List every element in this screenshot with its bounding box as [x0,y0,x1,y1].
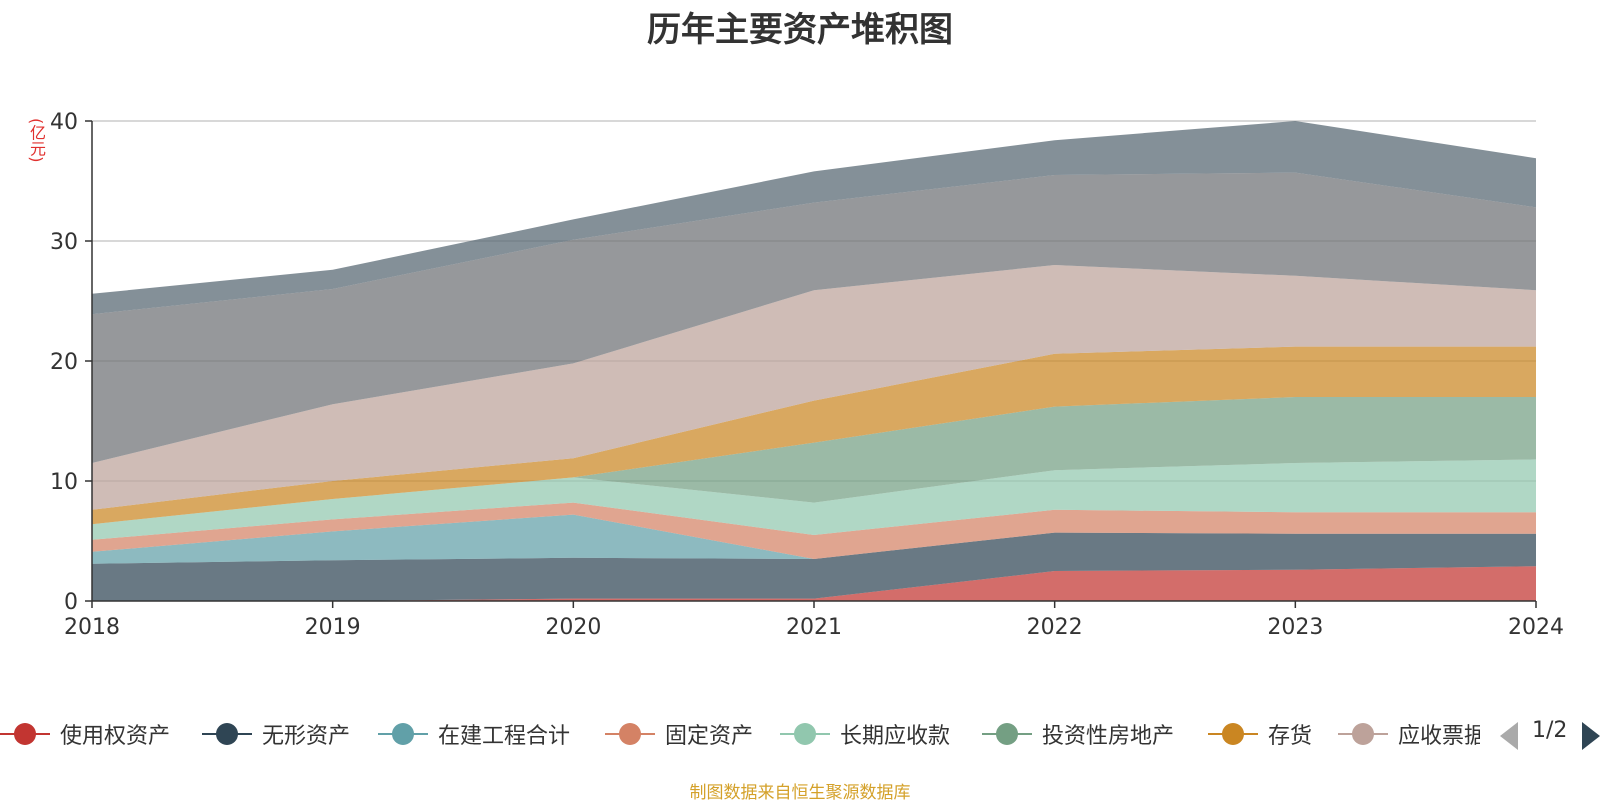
legend-next-page-icon[interactable] [1582,722,1600,750]
legend-label: 长期应收款 [840,724,951,749]
legend-prev-page-icon[interactable] [1500,722,1518,750]
legend-marker-icon [378,716,428,752]
x-tick-label-2: 2020 [545,615,601,640]
series-area-7[interactable] [92,265,1536,510]
legend-label: 无形资产 [262,724,351,749]
legend-item-7[interactable]: 应收票据及应收账款 [1338,716,1480,752]
data-source-note: 制图数据来自恒生聚源数据库 [689,783,911,803]
x-tick-label-1: 2019 [305,615,361,640]
legend-page-indicator: 1/2 [1532,718,1568,743]
legend: 使用权资产 无形资产 在建工程合计 固定资产 长期应收款 投资性房地产 存货 应收票据及应收账… [0,716,1600,752]
legend-label: 使用权资产 [60,724,171,749]
legend-marker-icon [605,716,655,752]
series-area-2[interactable] [92,514,1536,564]
tick-labels: 0 10 20 30 40 2018 2019 2020 2021 2022 2023 2024 [50,110,1564,640]
series-area-0[interactable] [92,566,1536,601]
legend-label: 存货 [1268,724,1313,749]
series-area-3[interactable] [92,502,1536,559]
legend-item-0[interactable]: 使用权资产 [0,716,170,752]
legend-label: 投资性房地产 [1042,724,1175,749]
series-area-1[interactable] [92,532,1536,601]
y-tick-label-4: 40 [50,110,78,135]
legend-item-2[interactable]: 在建工程合计 [378,716,570,752]
x-tick-label-5: 2023 [1267,615,1323,640]
legend-marker-icon [1338,716,1388,752]
series-area-9[interactable] [92,121,1536,315]
legend-item-3[interactable]: 固定资产 [605,716,753,752]
legend-label: 在建工程合计 [438,724,571,749]
legend-pager: 1/2 [1500,716,1600,752]
x-tick-label-4: 2022 [1027,615,1083,640]
legend-label: 应收票据及应收账款 [1398,724,1480,749]
area-series-layer [92,121,1536,601]
legend-item-5[interactable]: 投资性房地产 [982,716,1174,752]
legend-marker-icon [982,716,1032,752]
y-tick-label-0: 0 [64,590,78,615]
legend-item-4[interactable]: 长期应收款 [780,716,950,752]
series-area-6[interactable] [92,346,1536,525]
chart-title: 历年主要资产堆积图 [647,10,953,50]
series-area-8[interactable] [92,172,1536,463]
legend-item-6[interactable]: 存货 [1208,716,1312,752]
y-tick-label-3: 30 [50,230,78,255]
x-tick-label-3: 2021 [786,615,842,640]
legend-marker-icon [780,716,830,752]
stacked-area-chart: 0 10 20 30 40 2018 2019 2020 2021 2022 2023 2024 [50,110,1564,640]
legend-item-1[interactable]: 无形资产 [202,716,350,752]
legend-marker-icon [202,716,252,752]
series-area-5[interactable] [92,397,1536,525]
legend-marker-icon [1208,716,1258,752]
y-tick-label-1: 10 [50,470,78,495]
legend-label: 固定资产 [665,724,754,749]
y-tick-label-2: 20 [50,350,78,375]
x-tick-label-6: 2024 [1508,615,1564,640]
series-area-4[interactable] [92,459,1536,540]
y-axis-unit-label: (亿元) [27,118,46,163]
legend-marker-icon [0,716,50,752]
x-tick-label-0: 2018 [64,615,120,640]
